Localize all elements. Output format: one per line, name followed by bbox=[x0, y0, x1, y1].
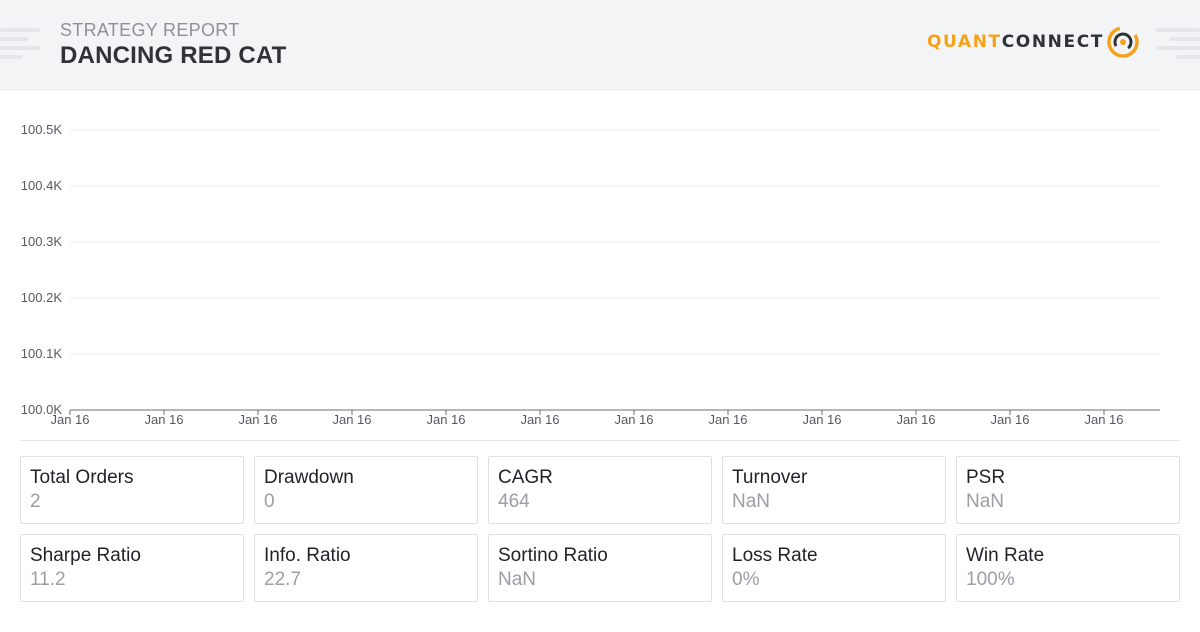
stat-card-win-rate: Win Rate 100% bbox=[956, 534, 1180, 602]
stat-value: NaN bbox=[732, 491, 771, 512]
chart-gridlines bbox=[70, 129, 1160, 355]
stat-value: 0 bbox=[264, 491, 275, 512]
stat-label: Total Orders bbox=[30, 467, 134, 488]
stat-label: Drawdown bbox=[264, 467, 354, 488]
stat-card-drawdown: Drawdown 0 bbox=[254, 456, 478, 524]
stat-value: 464 bbox=[498, 491, 530, 512]
x-axis-labels: Jan 16 Jan 16 Jan 16 Jan 16 Jan 16 Jan 16 Jan … bbox=[50, 412, 1123, 427]
stat-label: Loss Rate bbox=[732, 545, 818, 566]
y-tick-label: 100.3K bbox=[21, 234, 63, 249]
stat-value: NaN bbox=[498, 569, 537, 590]
stat-card-psr: PSR NaN bbox=[956, 456, 1180, 524]
stat-card-sortino-ratio: Sortino Ratio NaN bbox=[488, 534, 712, 602]
report-header: STRATEGY REPORT DANCING RED CAT QUANT CO… bbox=[0, 0, 1200, 90]
x-tick-label: Jan 16 bbox=[708, 412, 747, 427]
stat-label: PSR bbox=[966, 467, 1006, 488]
stat-card-cagr: CAGR 464 bbox=[488, 456, 712, 524]
stat-label: Sharpe Ratio bbox=[30, 545, 141, 566]
stat-label: Turnover bbox=[732, 467, 808, 488]
stat-label: Sortino Ratio bbox=[498, 545, 608, 566]
y-tick-label: 100.1K bbox=[21, 346, 63, 361]
stat-card-info-ratio: Info. Ratio 22.7 bbox=[254, 534, 478, 602]
y-tick-label: 100.5K bbox=[21, 122, 63, 137]
x-tick-label: Jan 16 bbox=[802, 412, 841, 427]
stat-value: 22.7 bbox=[264, 569, 301, 590]
stat-value: NaN bbox=[966, 491, 1005, 512]
x-axis-ticks bbox=[69, 410, 1105, 415]
x-tick-label: Jan 16 bbox=[238, 412, 277, 427]
quantconnect-logo-icon bbox=[1107, 26, 1139, 58]
x-tick-label: Jan 16 bbox=[1084, 412, 1123, 427]
stat-value: 11.2 bbox=[30, 569, 66, 590]
stat-label: CAGR bbox=[498, 467, 553, 488]
logo-text-quant: QUANT bbox=[927, 32, 1002, 52]
statistics-grid: Total Orders 2 Drawdown 0 CAGR 464 Turno… bbox=[20, 456, 1180, 602]
stat-label: Win Rate bbox=[966, 545, 1045, 566]
stat-label: Info. Ratio bbox=[264, 545, 351, 566]
stat-card-turnover: Turnover NaN bbox=[722, 456, 946, 524]
x-tick-label: Jan 16 bbox=[332, 412, 371, 427]
y-tick-label: 100.4K bbox=[21, 178, 63, 193]
x-tick-label: Jan 16 bbox=[990, 412, 1029, 427]
stat-card-total-orders: Total Orders 2 bbox=[20, 456, 244, 524]
logo-text-connect: CONNECT bbox=[1001, 32, 1104, 52]
section-divider bbox=[20, 440, 1180, 441]
stat-card-sharpe-ratio: Sharpe Ratio 11.2 bbox=[20, 534, 244, 602]
y-axis-labels: 100.5K 100.4K 100.3K 100.2K 100.1K 100.0K bbox=[21, 122, 63, 417]
equity-chart: 100.5K 100.4K 100.3K 100.2K 100.1K 100.0K Jan… bbox=[21, 122, 1160, 427]
x-tick-label: Jan 16 bbox=[896, 412, 935, 427]
strategy-title: DANCING RED CAT bbox=[60, 42, 287, 69]
x-tick-label: Jan 16 bbox=[50, 412, 89, 427]
x-tick-label: Jan 16 bbox=[614, 412, 653, 427]
stat-card-loss-rate: Loss Rate 0% bbox=[722, 534, 946, 602]
header-decoration-left bbox=[0, 28, 40, 64]
x-tick-label: Jan 16 bbox=[426, 412, 465, 427]
y-tick-label: 100.2K bbox=[21, 290, 63, 305]
stat-value: 0% bbox=[732, 569, 760, 590]
y-tick-label: 100.0K bbox=[21, 402, 63, 417]
report-subtitle: STRATEGY REPORT bbox=[60, 20, 240, 40]
stat-value: 100% bbox=[966, 569, 1015, 590]
header-decoration-right bbox=[1156, 28, 1200, 64]
quantconnect-logo[interactable]: QUANT CONNECT bbox=[927, 24, 1140, 60]
stat-value: 2 bbox=[30, 491, 41, 512]
x-tick-label: Jan 16 bbox=[144, 412, 183, 427]
x-tick-label: Jan 16 bbox=[520, 412, 559, 427]
